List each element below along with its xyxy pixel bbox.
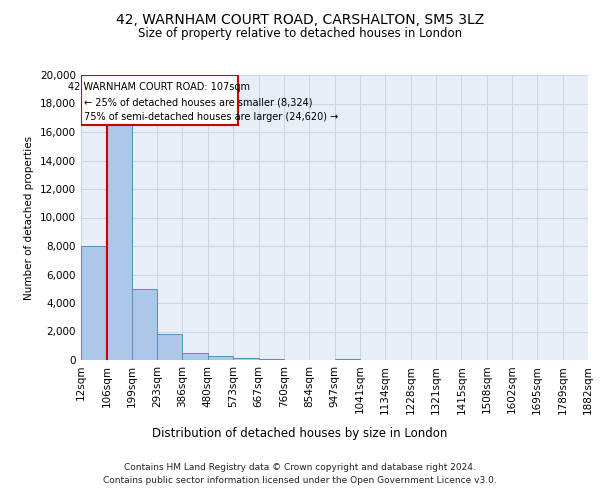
Text: Distribution of detached houses by size in London: Distribution of detached houses by size …	[152, 428, 448, 440]
Bar	[259, 358, 284, 360]
Bar	[81, 246, 106, 360]
Bar	[182, 353, 208, 360]
Bar	[233, 358, 259, 360]
Bar	[132, 289, 157, 360]
Text: Contains HM Land Registry data © Crown copyright and database right 2024.: Contains HM Land Registry data © Crown c…	[124, 462, 476, 471]
Text: ← 25% of detached houses are smaller (8,324): ← 25% of detached houses are smaller (8,…	[84, 98, 312, 108]
Text: 42, WARNHAM COURT ROAD, CARSHALTON, SM5 3LZ: 42, WARNHAM COURT ROAD, CARSHALTON, SM5 …	[116, 12, 484, 26]
Bar	[208, 356, 233, 360]
Bar	[157, 334, 182, 360]
Bar	[335, 358, 360, 360]
Y-axis label: Number of detached properties: Number of detached properties	[25, 136, 34, 300]
Bar	[106, 89, 132, 360]
Text: Size of property relative to detached houses in London: Size of property relative to detached ho…	[138, 28, 462, 40]
Text: Contains public sector information licensed under the Open Government Licence v3: Contains public sector information licen…	[103, 476, 497, 485]
Text: 42 WARNHAM COURT ROAD: 107sqm: 42 WARNHAM COURT ROAD: 107sqm	[68, 82, 250, 92]
FancyBboxPatch shape	[81, 75, 238, 125]
Text: 75% of semi-detached houses are larger (24,620) →: 75% of semi-detached houses are larger (…	[84, 112, 338, 122]
